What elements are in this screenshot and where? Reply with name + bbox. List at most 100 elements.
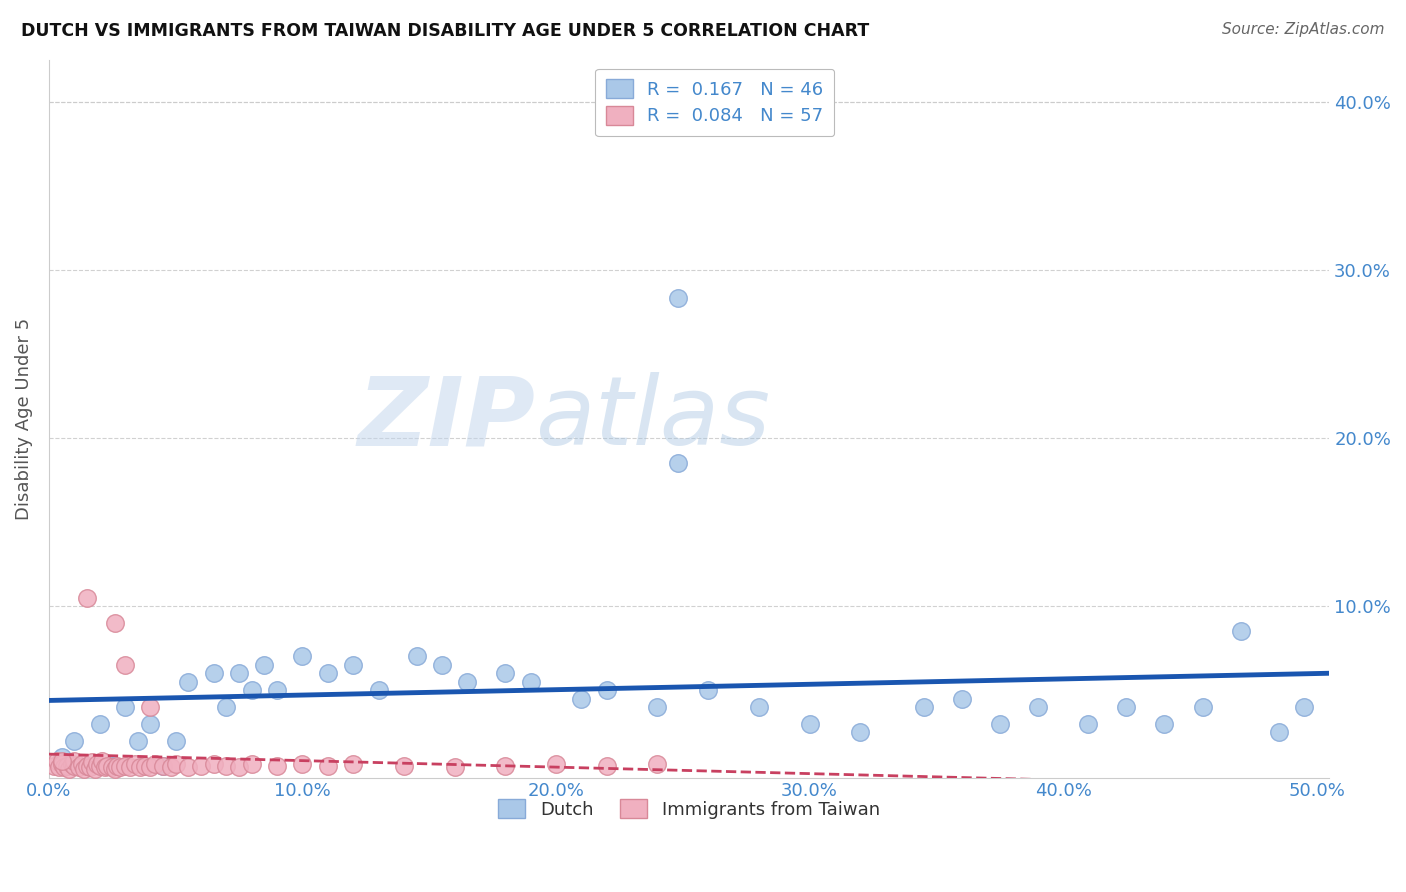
Point — [1115, 700, 1137, 714]
Point — [596, 683, 619, 698]
Point — [342, 757, 364, 772]
Point — [114, 759, 136, 773]
Point — [53, 760, 76, 774]
Point — [114, 657, 136, 672]
Point — [145, 757, 167, 772]
Point — [190, 759, 212, 773]
Point — [96, 759, 118, 773]
Point — [165, 757, 187, 772]
Point — [60, 757, 83, 772]
Point — [266, 683, 288, 698]
Point — [101, 760, 124, 774]
Point — [94, 760, 117, 774]
Point — [596, 759, 619, 773]
Point — [240, 683, 263, 698]
Point — [76, 759, 98, 773]
Point — [291, 649, 314, 664]
Point — [666, 291, 689, 305]
Point — [63, 759, 86, 773]
Point — [86, 757, 108, 772]
Point — [139, 760, 162, 774]
Point — [83, 762, 105, 776]
Point — [139, 716, 162, 731]
Point — [79, 760, 101, 774]
Point — [748, 700, 770, 714]
Point — [666, 456, 689, 470]
Point — [177, 674, 200, 689]
Point — [76, 759, 98, 773]
Text: Source: ZipAtlas.com: Source: ZipAtlas.com — [1222, 22, 1385, 37]
Point — [120, 760, 142, 774]
Point — [569, 691, 592, 706]
Point — [108, 760, 131, 774]
Point — [63, 733, 86, 747]
Point — [950, 691, 973, 706]
Point — [799, 716, 821, 731]
Point — [392, 759, 415, 773]
Point — [240, 757, 263, 772]
Point — [430, 657, 453, 672]
Point — [697, 683, 720, 698]
Point — [1191, 700, 1213, 714]
Point — [89, 716, 111, 731]
Point — [215, 700, 238, 714]
Point — [988, 716, 1011, 731]
Point — [104, 762, 127, 776]
Point — [316, 759, 339, 773]
Point — [202, 666, 225, 681]
Point — [104, 615, 127, 630]
Point — [647, 700, 669, 714]
Point — [67, 760, 90, 774]
Point — [647, 757, 669, 772]
Point — [45, 754, 67, 768]
Point — [849, 725, 872, 739]
Point — [177, 760, 200, 774]
Point — [76, 591, 98, 605]
Point — [1026, 700, 1049, 714]
Point — [48, 760, 70, 774]
Point — [42, 759, 65, 773]
Point — [159, 760, 181, 774]
Point — [91, 754, 114, 768]
Point — [70, 757, 93, 772]
Y-axis label: Disability Age Under 5: Disability Age Under 5 — [15, 318, 32, 520]
Point — [129, 760, 152, 774]
Point — [291, 757, 314, 772]
Point — [51, 750, 73, 764]
Point — [215, 759, 238, 773]
Point — [367, 683, 389, 698]
Point — [127, 733, 149, 747]
Point — [165, 733, 187, 747]
Point — [342, 657, 364, 672]
Text: atlas: atlas — [536, 372, 770, 465]
Point — [266, 759, 288, 773]
Point — [107, 759, 129, 773]
Point — [58, 762, 80, 776]
Point — [494, 759, 516, 773]
Point — [316, 666, 339, 681]
Point — [443, 760, 465, 774]
Point — [228, 666, 250, 681]
Text: DUTCH VS IMMIGRANTS FROM TAIWAN DISABILITY AGE UNDER 5 CORRELATION CHART: DUTCH VS IMMIGRANTS FROM TAIWAN DISABILI… — [21, 22, 869, 40]
Point — [456, 674, 478, 689]
Point — [152, 759, 174, 773]
Point — [63, 754, 86, 768]
Point — [89, 759, 111, 773]
Point — [55, 759, 77, 773]
Point — [114, 700, 136, 714]
Point — [73, 762, 96, 776]
Point — [1229, 624, 1251, 639]
Point — [1153, 716, 1175, 731]
Point — [101, 759, 124, 773]
Point — [134, 759, 156, 773]
Point — [405, 649, 427, 664]
Text: ZIP: ZIP — [357, 372, 536, 465]
Point — [253, 657, 276, 672]
Point — [152, 759, 174, 773]
Point — [544, 757, 567, 772]
Point — [1077, 716, 1099, 731]
Point — [51, 754, 73, 768]
Point — [1292, 700, 1315, 714]
Point — [139, 700, 162, 714]
Point — [228, 760, 250, 774]
